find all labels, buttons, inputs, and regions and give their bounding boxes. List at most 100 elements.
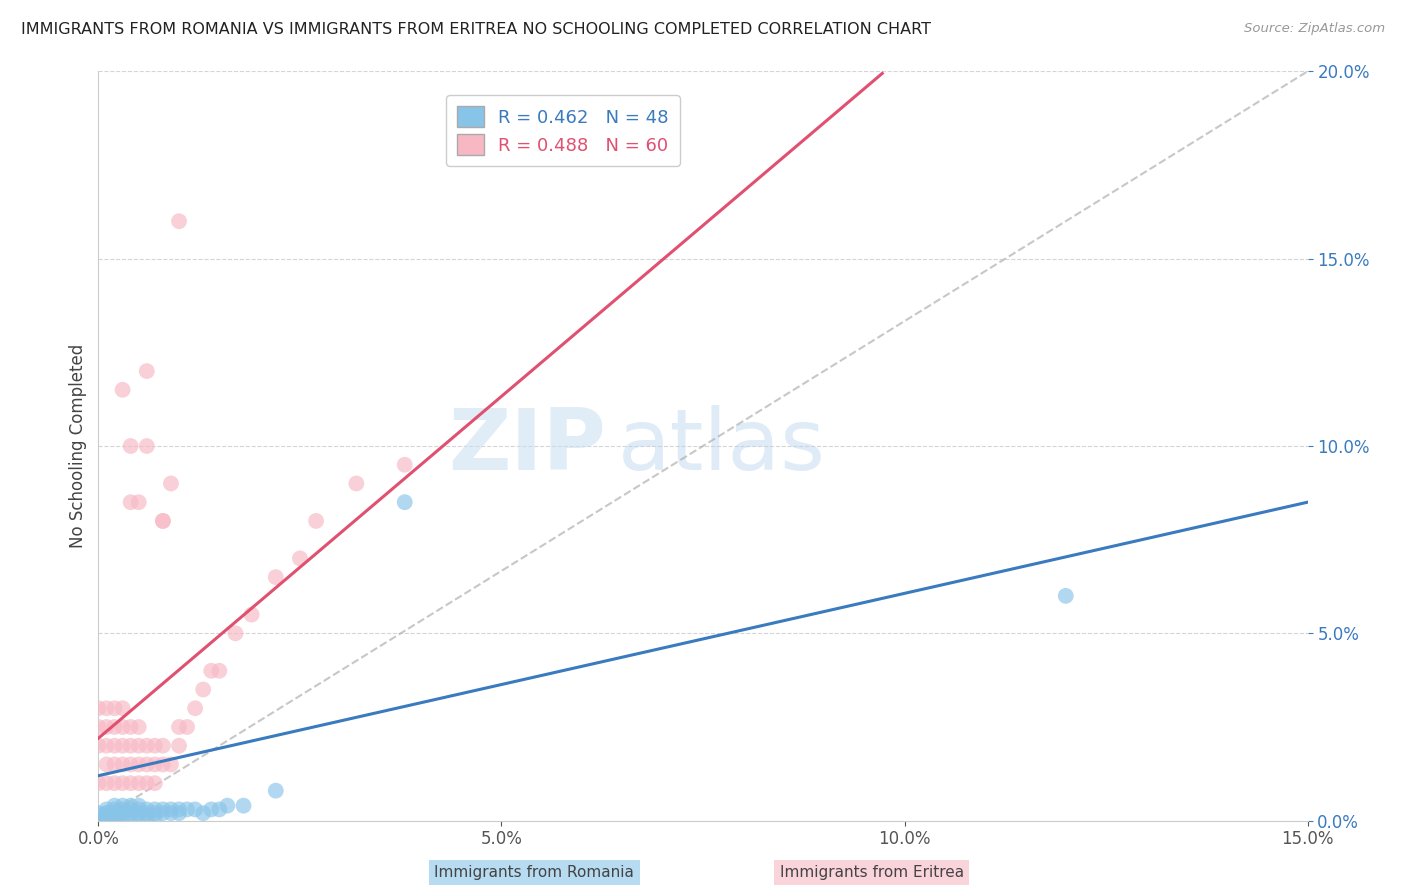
- Point: [87, 806, 110, 821]
- Point: [96, 757, 118, 772]
- Point: [120, 810, 142, 824]
- Point: [143, 757, 166, 772]
- Point: [152, 514, 174, 528]
- Point: [96, 814, 118, 828]
- Point: [152, 739, 174, 753]
- Point: [111, 802, 134, 816]
- Point: [120, 802, 142, 816]
- Point: [344, 476, 367, 491]
- Point: [224, 626, 246, 640]
- Point: [120, 439, 142, 453]
- Point: [128, 776, 150, 790]
- Point: [120, 798, 142, 813]
- Point: [128, 810, 150, 824]
- Point: [103, 798, 125, 813]
- Point: [103, 701, 125, 715]
- Point: [232, 798, 254, 813]
- Point: [120, 757, 142, 772]
- Legend: R = 0.462   N = 48, R = 0.488   N = 60: R = 0.462 N = 48, R = 0.488 N = 60: [446, 95, 679, 166]
- Point: [152, 514, 174, 528]
- Point: [87, 720, 110, 734]
- Point: [96, 802, 118, 816]
- Point: [120, 739, 142, 753]
- Point: [103, 720, 125, 734]
- Y-axis label: No Schooling Completed: No Schooling Completed: [69, 344, 87, 548]
- Point: [143, 810, 166, 824]
- Point: [288, 551, 311, 566]
- Point: [184, 802, 207, 816]
- Point: [135, 364, 157, 378]
- Point: [103, 757, 125, 772]
- Point: [152, 806, 174, 821]
- Text: atlas: atlas: [619, 404, 827, 488]
- Text: IMMIGRANTS FROM ROMANIA VS IMMIGRANTS FROM ERITREA NO SCHOOLING COMPLETED CORREL: IMMIGRANTS FROM ROMANIA VS IMMIGRANTS FR…: [21, 22, 931, 37]
- Point: [167, 802, 190, 816]
- Point: [193, 806, 215, 821]
- Point: [128, 495, 150, 509]
- Point: [87, 776, 110, 790]
- Point: [96, 806, 118, 821]
- Point: [128, 757, 150, 772]
- Point: [135, 802, 157, 816]
- Point: [96, 810, 118, 824]
- Point: [167, 806, 190, 821]
- Point: [120, 720, 142, 734]
- Point: [128, 720, 150, 734]
- Text: Source: ZipAtlas.com: Source: ZipAtlas.com: [1244, 22, 1385, 36]
- Point: [217, 798, 239, 813]
- Point: [96, 739, 118, 753]
- Point: [167, 720, 190, 734]
- Point: [135, 757, 157, 772]
- Point: [394, 458, 416, 472]
- Point: [160, 476, 183, 491]
- Point: [128, 802, 150, 816]
- Point: [135, 739, 157, 753]
- Point: [103, 776, 125, 790]
- Text: Immigrants from Eritrea: Immigrants from Eritrea: [780, 865, 963, 880]
- Point: [167, 214, 190, 228]
- Point: [111, 701, 134, 715]
- Point: [264, 783, 287, 797]
- Point: [160, 806, 183, 821]
- Point: [160, 802, 183, 816]
- Point: [111, 383, 134, 397]
- Point: [135, 810, 157, 824]
- Point: [111, 720, 134, 734]
- Point: [96, 701, 118, 715]
- Point: [128, 798, 150, 813]
- Point: [152, 802, 174, 816]
- Point: [193, 682, 215, 697]
- Point: [264, 570, 287, 584]
- Point: [87, 701, 110, 715]
- Point: [135, 806, 157, 821]
- Point: [128, 739, 150, 753]
- Point: [103, 739, 125, 753]
- Point: [120, 806, 142, 821]
- Point: [103, 806, 125, 821]
- Point: [176, 802, 198, 816]
- Point: [103, 806, 125, 821]
- Text: ZIP: ZIP: [449, 404, 606, 488]
- Point: [167, 739, 190, 753]
- Point: [103, 814, 125, 828]
- Point: [394, 495, 416, 509]
- Point: [152, 757, 174, 772]
- Text: Immigrants from Romania: Immigrants from Romania: [434, 865, 634, 880]
- Point: [111, 798, 134, 813]
- Point: [111, 806, 134, 821]
- Point: [120, 495, 142, 509]
- Point: [184, 701, 207, 715]
- Point: [96, 776, 118, 790]
- Point: [176, 720, 198, 734]
- Point: [240, 607, 263, 622]
- Point: [111, 810, 134, 824]
- Point: [200, 664, 222, 678]
- Point: [208, 664, 231, 678]
- Point: [96, 806, 118, 821]
- Point: [96, 720, 118, 734]
- Point: [135, 439, 157, 453]
- Point: [111, 806, 134, 821]
- Point: [87, 739, 110, 753]
- Point: [200, 802, 222, 816]
- Point: [143, 802, 166, 816]
